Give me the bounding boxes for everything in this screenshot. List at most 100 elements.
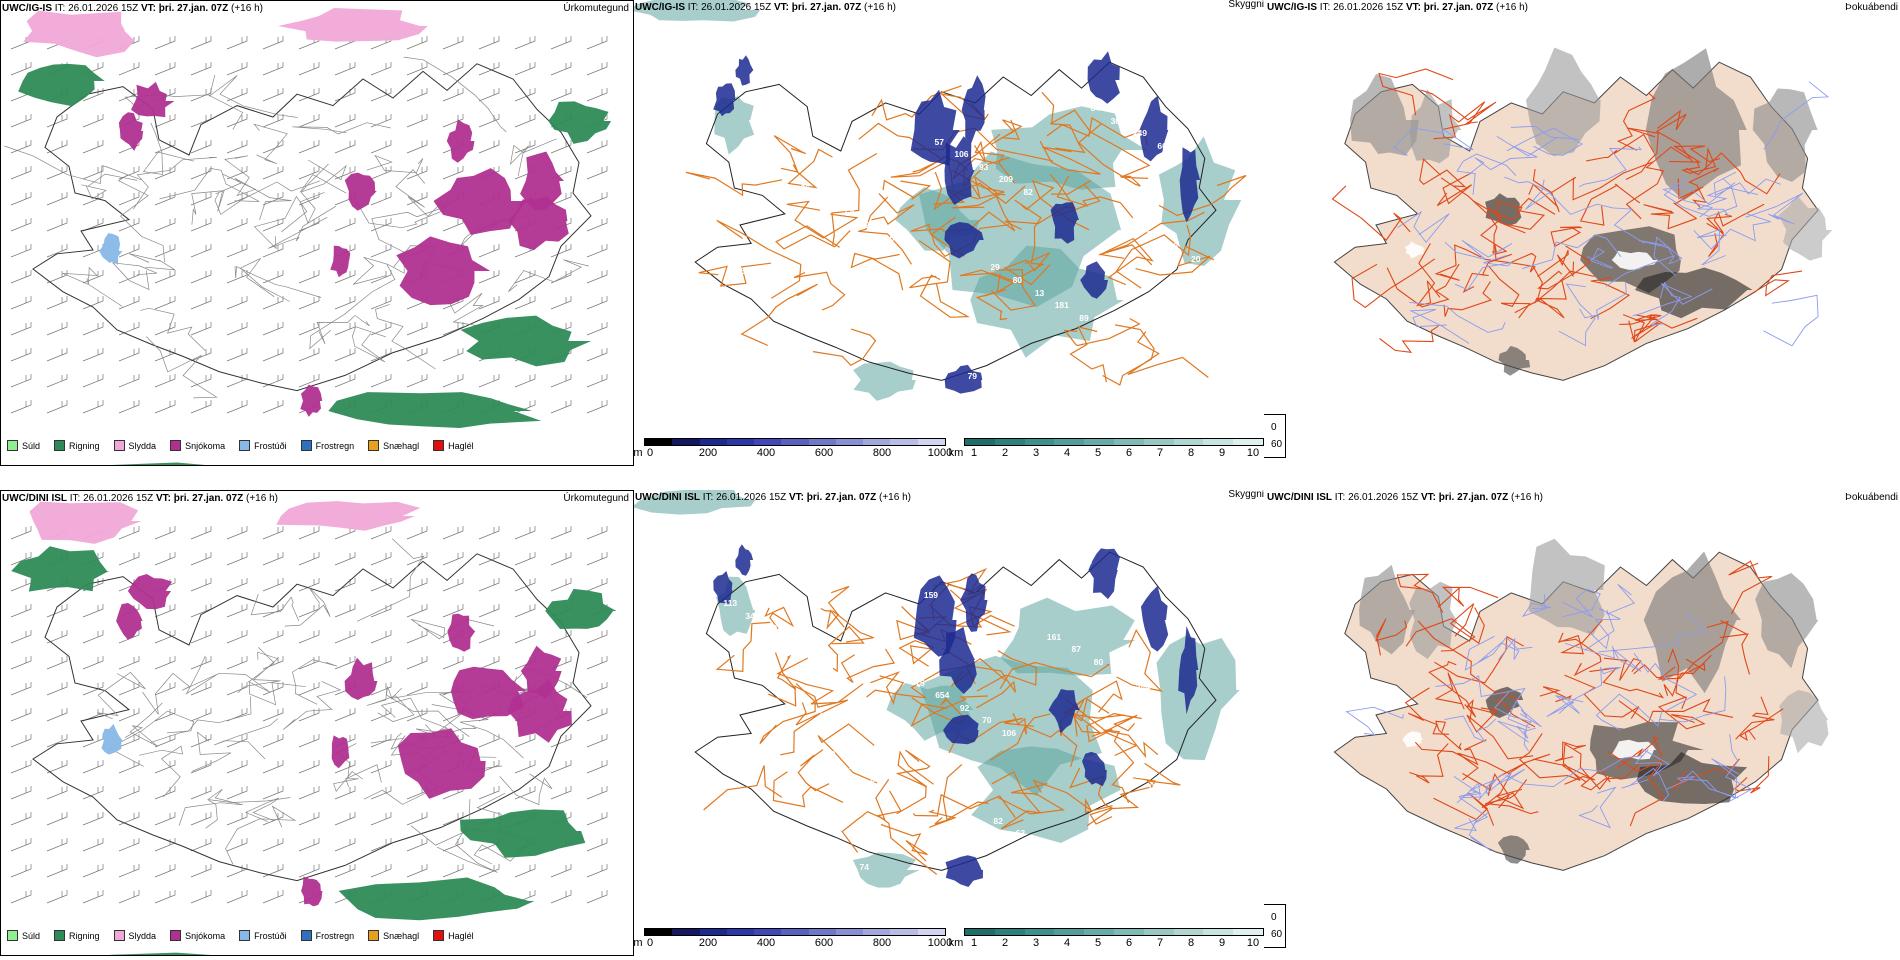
ceiling-color-step xyxy=(917,929,945,935)
vt-value: þri. 27.jan. 07Z xyxy=(173,493,244,504)
panel-title-cloud: Skyggni xyxy=(1228,0,1264,10)
cloud-base-label: 67 xyxy=(1194,807,1204,818)
fog-legend-label-low: 60 xyxy=(1271,439,1283,450)
visibility-tick: 6 xyxy=(1125,447,1133,459)
precip-legend-item: Rigning xyxy=(54,440,100,451)
lead-time: (+16 h) xyxy=(231,3,263,14)
cloud-base-label: 57 xyxy=(934,136,944,147)
visibility-colorbar xyxy=(964,438,1264,446)
visibility-color-step xyxy=(1084,929,1114,935)
visibility-tick: 8 xyxy=(1187,447,1195,459)
visibility-tick: 8 xyxy=(1187,937,1195,949)
cloud-base-label: 244 xyxy=(1135,681,1151,692)
precip-type-panel: UWC/IG-IS IT: 26.01.2026 15Z VT: þri. 27… xyxy=(0,0,634,466)
cloud-base-label: 70 xyxy=(803,736,814,747)
visibility-tick: 7 xyxy=(1156,447,1164,459)
vt-label: VT: xyxy=(788,492,804,503)
panel-title-fog: Þokuábendi xyxy=(1845,2,1898,13)
fog-map xyxy=(1333,538,1829,871)
visibility-color-step xyxy=(965,439,995,445)
cloud-base-label: 80 xyxy=(1012,274,1023,285)
ceiling-tick: 0 xyxy=(646,937,654,949)
precip-legend-label: Snæhagl xyxy=(383,930,420,941)
precip-map xyxy=(4,8,612,465)
cloud-base-label: 82 xyxy=(1023,186,1033,197)
precip-legend-swatch xyxy=(239,930,251,941)
precip-legend-item: Snjókoma xyxy=(170,930,225,941)
ceiling-tick: 200 xyxy=(698,447,718,459)
panel-title-precip: Úrkomutegund xyxy=(563,3,629,14)
cloud-base-label: 380 xyxy=(779,723,794,734)
ceiling-color-step xyxy=(672,439,700,445)
precip-legend-swatch xyxy=(368,440,380,451)
it-value: 26.01.2026 15Z xyxy=(83,493,154,504)
visibility-color-step xyxy=(1084,439,1114,445)
cloud-base-label: 99 xyxy=(878,321,889,332)
cloud-base-label: 84 xyxy=(1090,103,1101,114)
visibility-tick: 2 xyxy=(1001,447,1009,459)
panel-header: UWC/IG-IS IT: 26.01.2026 15Z VT: þri. 27… xyxy=(635,2,896,14)
precip-legend-label: Slydda xyxy=(128,930,157,941)
cloud-base-label: 181 xyxy=(1054,300,1069,311)
cloud-base-label: 92 xyxy=(959,702,970,713)
cloud-base-label: 99 xyxy=(825,748,836,759)
cloud-base-label: 209 xyxy=(998,174,1014,185)
visibility-tick: 4 xyxy=(1063,447,1071,459)
ceiling-color-step xyxy=(808,929,836,935)
visibility-tick: 1 xyxy=(970,447,978,459)
fog-legend-label-high: 0 xyxy=(1271,912,1277,923)
cloud-base-label: 41 xyxy=(1183,585,1193,596)
cloud-base-label: 78 xyxy=(1168,241,1179,252)
cloud-base-label: 59 xyxy=(889,232,899,243)
precip-legend-item: Snæhagl xyxy=(368,930,419,941)
cloud-base-label: 654 xyxy=(935,690,950,701)
ceiling-tick: 800 xyxy=(872,937,892,949)
it-label: IT: xyxy=(69,493,81,504)
precip-legend-label: Snjókoma xyxy=(185,440,226,451)
cloud-base-label: 87 xyxy=(1071,644,1081,655)
visibility-color-step xyxy=(1203,929,1234,935)
visibility-color-step xyxy=(1024,929,1055,935)
precip-legend-label: Frostregn xyxy=(315,930,355,941)
cloud-base-label: 37 xyxy=(1068,90,1078,101)
visibility-tick: 5 xyxy=(1094,937,1102,949)
ceiling-color-step xyxy=(808,439,836,445)
panel-header: UWC/DINI ISL IT: 26.01.2026 15Z VT: þri.… xyxy=(2,493,278,505)
precip-legend-label: Frostúði xyxy=(254,440,287,451)
cloud-base-label: 192 xyxy=(767,623,782,634)
model-name: UWC/IG-IS xyxy=(1267,2,1317,13)
precip-legend: Súld Rigning Slydda Snjókoma Frostúði Frostre… xyxy=(7,930,488,941)
precip-type-panel: UWC/DINI ISL IT: 26.01.2026 15Z VT: þri.… xyxy=(0,490,634,956)
panel-title-cloud: Skyggni xyxy=(1228,490,1264,500)
cloud-base-label: 608 xyxy=(742,367,757,378)
ceiling-tick: 600 xyxy=(814,447,834,459)
row-dini-isl: UWC/DINI ISL IT: 26.01.2026 15Z VT: þri.… xyxy=(0,490,1900,960)
panel-header: UWC/IG-IS IT: 26.01.2026 15Z VT: þri. 27… xyxy=(2,3,263,15)
ceiling-unit: m xyxy=(634,447,643,459)
it-value: 26.01.2026 15Z xyxy=(716,492,787,503)
model-name: UWC/DINI ISL xyxy=(635,492,700,503)
it-label: IT: xyxy=(54,3,66,14)
cloud-base-label: 63 xyxy=(1015,828,1026,839)
precip-legend-label: Snjókoma xyxy=(185,930,226,941)
cloud-base-label: 74 xyxy=(859,861,869,872)
ceiling-color-step xyxy=(890,439,918,445)
cloud-base-label: 66 xyxy=(1060,853,1070,864)
cloud-base-label: 85 xyxy=(1116,669,1126,680)
ceiling-color-step xyxy=(890,929,918,935)
cloud-base-label: 10 xyxy=(1146,228,1156,239)
cloud-base-label: 82 xyxy=(993,815,1003,826)
cloud-base-label: 146 xyxy=(898,333,913,344)
cloud-base-label: 75 xyxy=(915,677,925,688)
panel-title-precip: Úrkomutegund xyxy=(563,493,629,504)
it-label: IT: xyxy=(702,492,714,503)
cloud-base-label: 352 xyxy=(764,69,779,80)
ceiling-color-step xyxy=(754,929,782,935)
model-name: UWC/DINI ISL xyxy=(1267,492,1332,503)
cloud-base-label: 61 xyxy=(945,358,955,369)
visibility-color-step xyxy=(1233,439,1263,445)
cloud-map xyxy=(634,0,1247,401)
ceiling-tick: 1000 xyxy=(927,937,953,949)
precip-legend: Súld Rigning Slydda Snjókoma Frostúði Frostre… xyxy=(7,440,488,451)
visibility-color-step xyxy=(1054,929,1085,935)
